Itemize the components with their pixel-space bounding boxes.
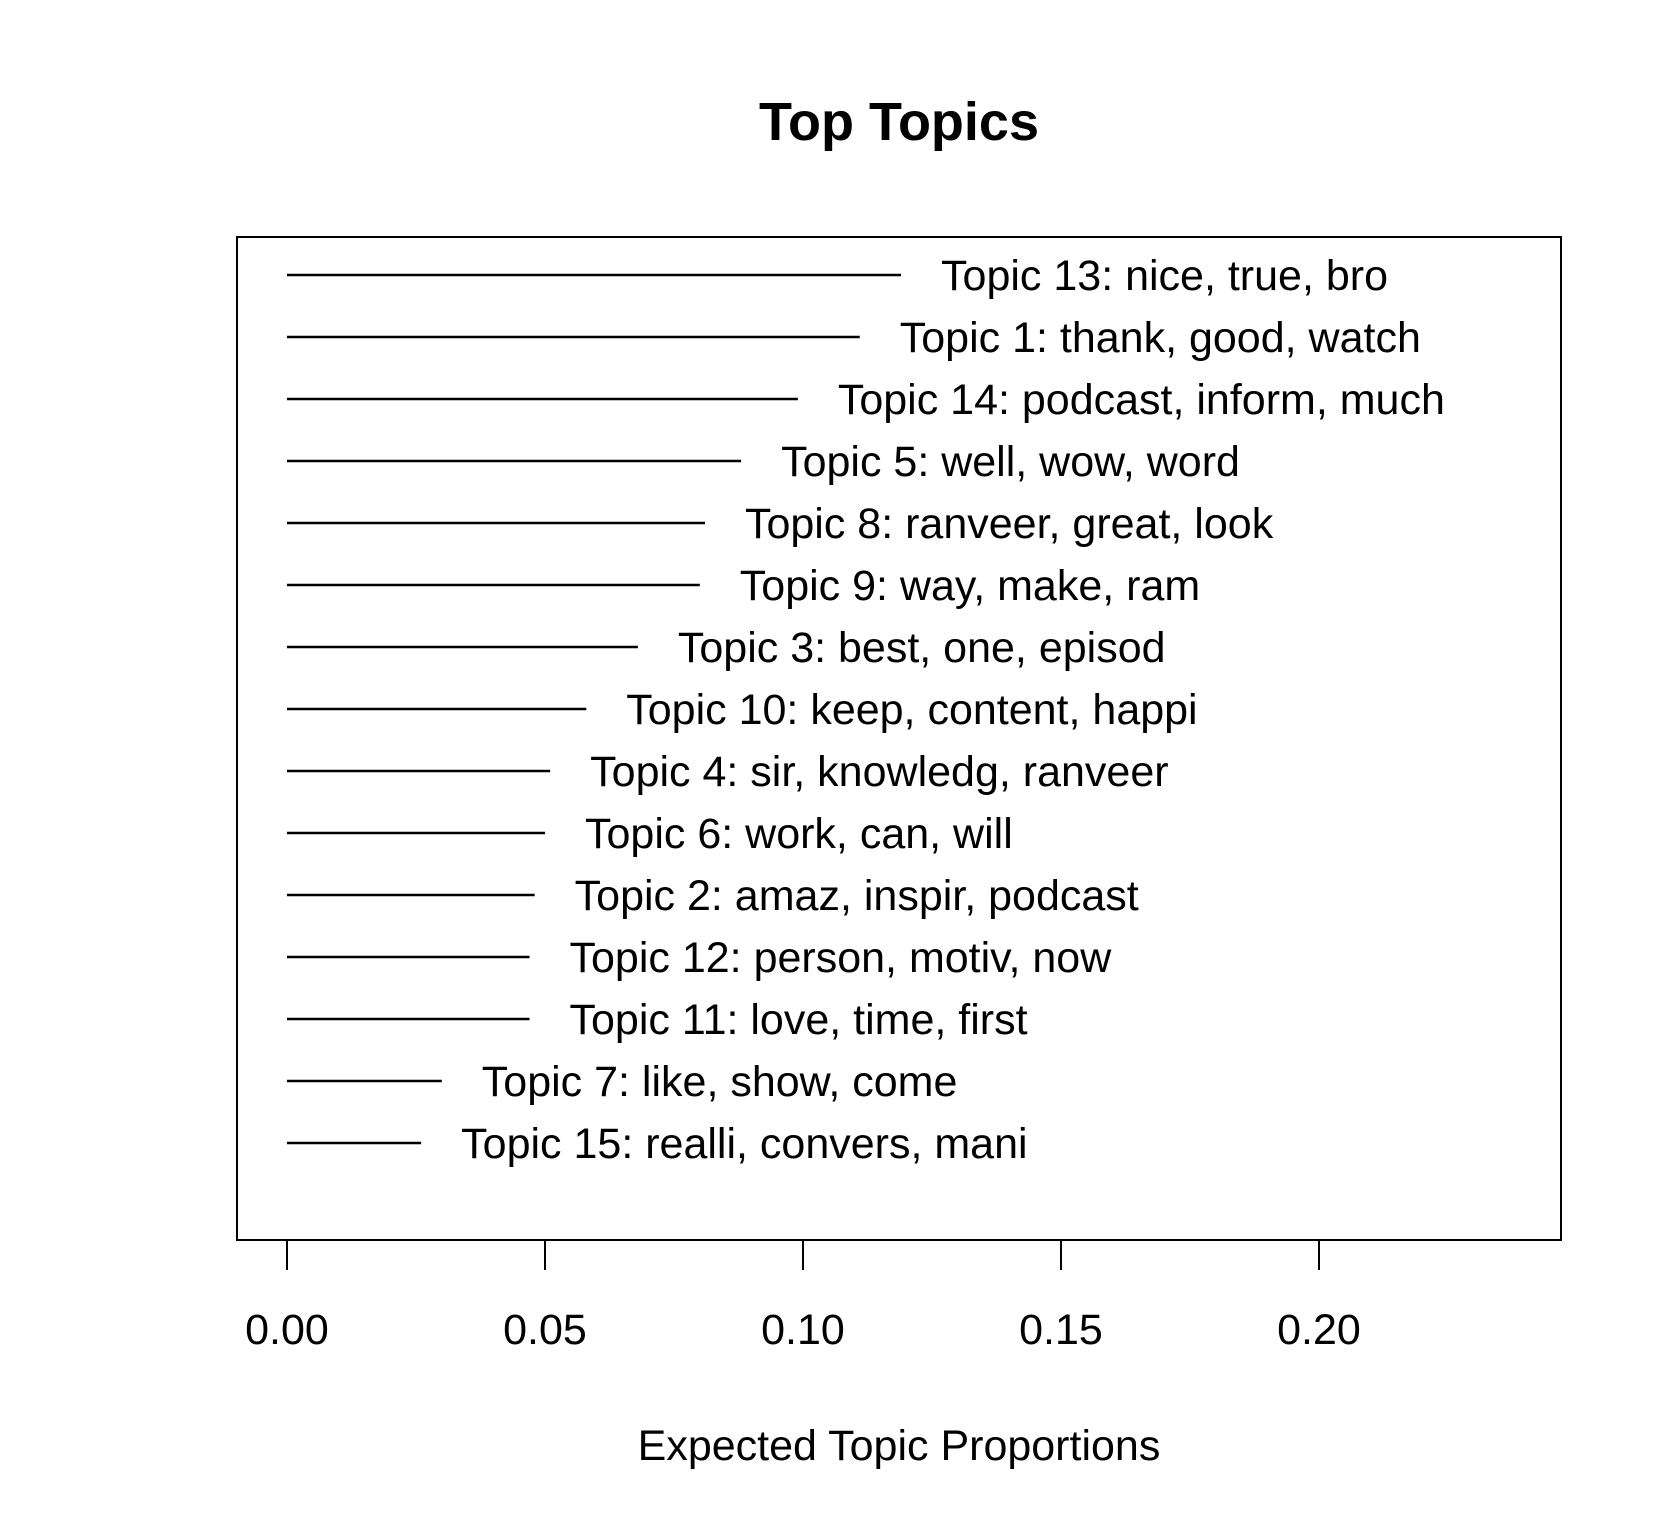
bar-marks <box>287 273 902 1145</box>
x-tick-label-3: 0.10 <box>761 1306 845 1354</box>
topic-label-14: Topic 7: like, show, come <box>482 1058 958 1106</box>
x-axis-ticks: 0.00 0.05 0.10 0.15 0.20 <box>245 1240 1361 1354</box>
topic-labels: Topic 13: nice, true, bro Topic 1: thank,… <box>461 252 1445 1168</box>
topic-label-1: Topic 13: nice, true, bro <box>941 252 1388 300</box>
topic-label-4: Topic 5: well, wow, word <box>781 438 1240 486</box>
x-tick-label-2: 0.05 <box>503 1306 587 1354</box>
topic-label-11: Topic 2: amaz, inspir, podcast <box>575 872 1139 920</box>
x-tick-label-4: 0.15 <box>1019 1306 1103 1354</box>
x-axis-title: Expected Topic Proportions <box>638 1422 1161 1470</box>
topic-label-9: Topic 4: sir, knowledg, ranveer <box>590 748 1168 796</box>
topic-label-3: Topic 14: podcast, inform, much <box>838 376 1445 424</box>
topic-label-7: Topic 3: best, one, episod <box>678 624 1166 672</box>
x-tick-label-5: 0.20 <box>1277 1306 1361 1354</box>
topic-label-15: Topic 15: realli, convers, mani <box>461 1120 1027 1168</box>
topic-label-8: Topic 10: keep, content, happi <box>626 686 1197 734</box>
topic-label-12: Topic 12: person, motiv, now <box>570 934 1113 982</box>
x-tick-label-1: 0.00 <box>245 1306 329 1354</box>
topic-label-13: Topic 11: love, time, first <box>570 996 1028 1044</box>
topic-label-5: Topic 8: ranveer, great, look <box>745 500 1274 548</box>
topic-label-6: Topic 9: way, make, ram <box>740 562 1200 610</box>
chart-title: Top Topics <box>759 92 1039 152</box>
topic-label-2: Topic 1: thank, good, watch <box>900 314 1421 362</box>
topic-label-10: Topic 6: work, can, will <box>585 810 1013 858</box>
